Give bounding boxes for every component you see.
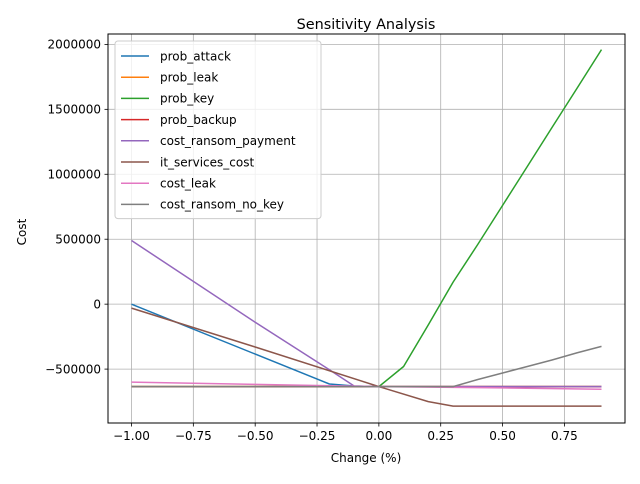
y-axis-label: Cost — [15, 218, 29, 245]
chart-title: Sensitivity Analysis — [297, 17, 436, 33]
legend-label: it_services_cost — [160, 155, 254, 169]
series-line-it-services-cost — [131, 307, 602, 407]
legend-label: prob_key — [160, 92, 214, 106]
x-tick-label: 0.25 — [427, 429, 454, 443]
legend-label: prob_attack — [160, 49, 231, 63]
x-tick-label: −0.75 — [175, 429, 212, 443]
legend-label: cost_leak — [160, 177, 216, 191]
plot-frame — [107, 33, 626, 424]
y-tick-label: 0 — [93, 297, 101, 311]
y-tick-label: 2000000 — [48, 38, 101, 52]
legend: prob_attack prob_leak prob_key prob_backupc… — [114, 40, 322, 220]
y-tick-label: 1000000 — [48, 168, 101, 182]
x-tick-label: 0.50 — [489, 429, 516, 443]
x-tick-label: −0.25 — [299, 429, 336, 443]
legend-label: prob_backup — [160, 113, 237, 127]
legend-label: prob_leak — [160, 71, 218, 85]
x-tick-label: −1.00 — [113, 429, 150, 443]
series-line-cost-ransom-no-key — [131, 345, 602, 388]
x-axis-label: Change (%) — [331, 451, 402, 465]
x-tick-label: 0.75 — [551, 429, 578, 443]
legend-label: cost_ransom_no_key — [160, 198, 284, 212]
legend-box — [114, 40, 322, 220]
legend-label: cost_ransom_payment — [160, 134, 296, 148]
x-tick-label: −0.50 — [237, 429, 274, 443]
x-tick-label: 0.00 — [366, 429, 393, 443]
y-tick-label: −500000 — [45, 362, 101, 376]
axis-ticks: −1.00 −0.75 −0.50 −0.25 0.00 0.25 0.50 0.75 −500… — [45, 38, 578, 443]
y-tick-label: 1500000 — [48, 103, 101, 117]
series-lines — [131, 49, 603, 407]
y-tick-label: 500000 — [55, 233, 101, 247]
